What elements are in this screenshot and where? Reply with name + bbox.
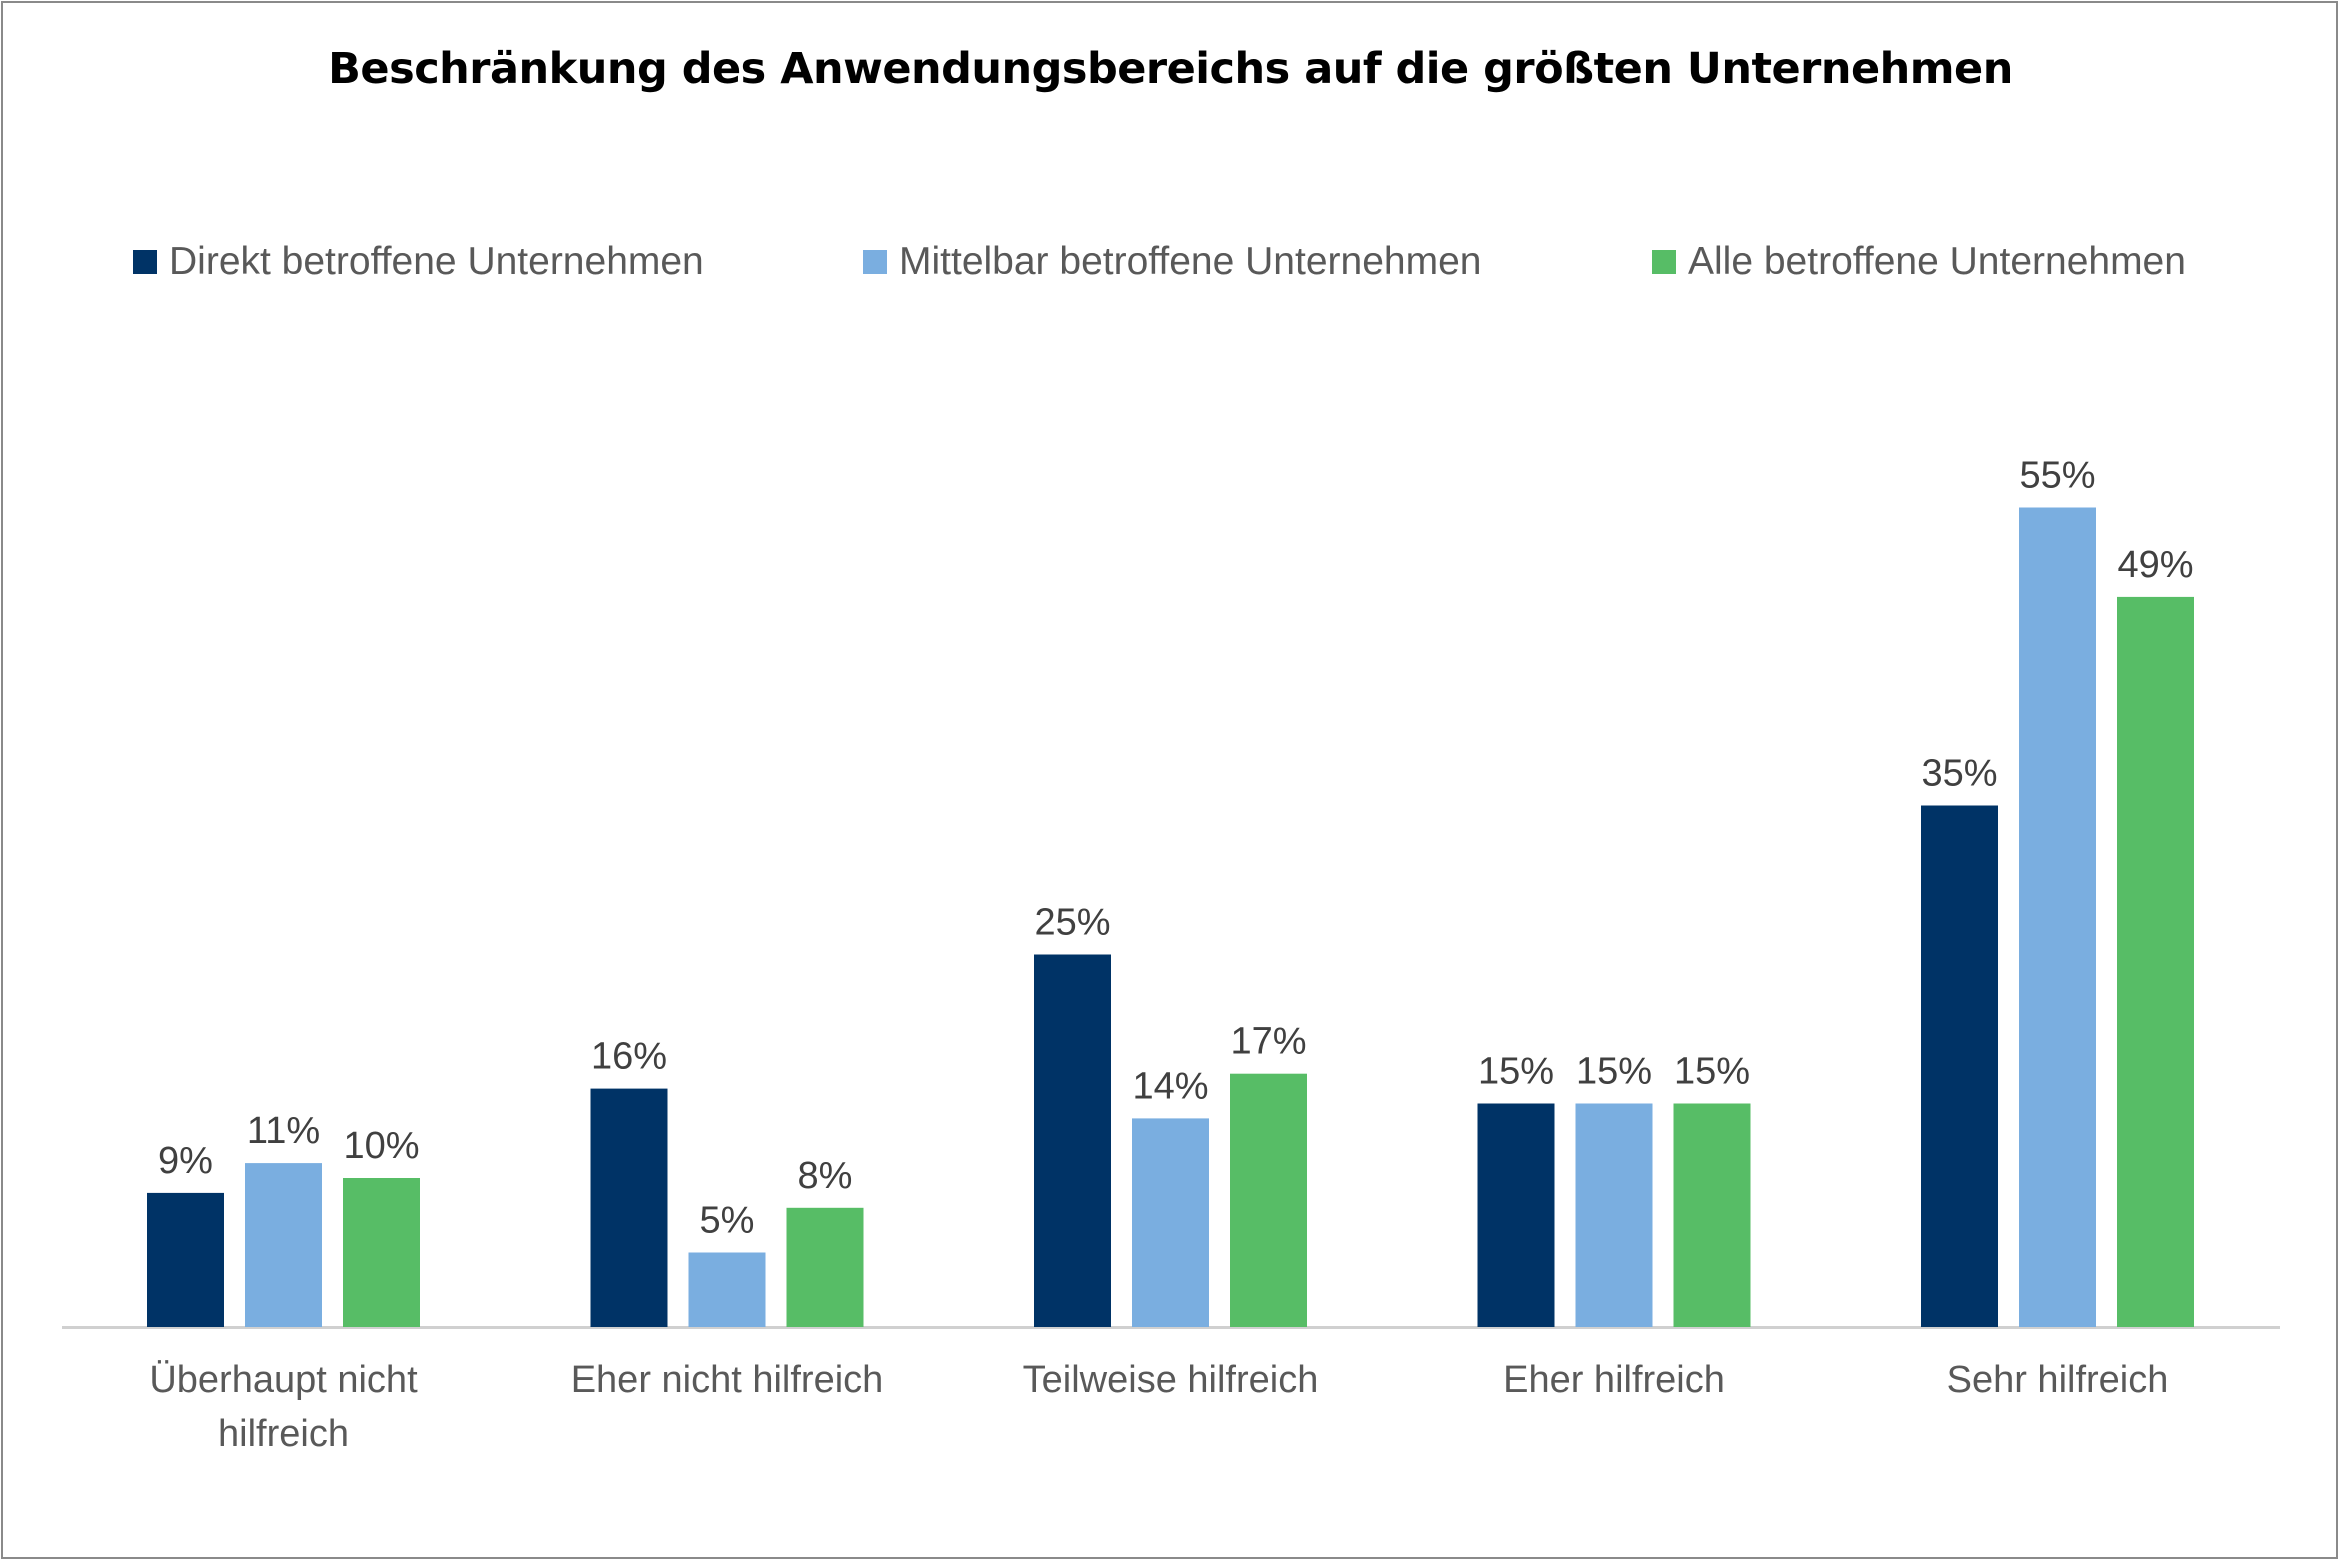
legend-item-mittelbar: Mittelbar betroffene Unternehmen (863, 240, 1481, 284)
data-label-alle-3: 15% (1674, 1051, 1750, 1093)
bar-direkt-4 (1921, 805, 1998, 1327)
legend: Direkt betroffene Unternehmen Mittelbar … (0, 240, 2341, 300)
data-label-alle-0: 10% (343, 1125, 419, 1167)
bar-alle-0 (343, 1178, 420, 1327)
data-label-mittelbar-4: 55% (2019, 455, 2095, 497)
chart-title: Beschränkung des Anwendungsbereichs auf … (328, 44, 2013, 94)
legend-label-direkt: Direkt betroffene Unternehmen (169, 240, 704, 283)
category-label-0-line-0: Überhaupt nicht (149, 1359, 418, 1401)
category-label-2: Teilweise hilfreich (1023, 1359, 1319, 1401)
bar-direkt-1 (590, 1088, 668, 1327)
category-label-4: Sehr hilfreich (1947, 1359, 2169, 1401)
bar-direkt-3 (1477, 1103, 1555, 1327)
bar-direkt-0 (147, 1192, 224, 1327)
data-label-direkt-3: 15% (1478, 1051, 1554, 1093)
data-label-mittelbar-3: 15% (1576, 1051, 1652, 1093)
data-label-direkt-4: 35% (1921, 753, 1997, 795)
legend-item-direkt: Direkt betroffene Unternehmen (133, 240, 704, 284)
legend-swatch-mittelbar (863, 250, 887, 274)
bar-mittelbar-1 (688, 1252, 766, 1327)
bar-mittelbar-3 (1575, 1103, 1653, 1327)
bar-alle-3 (1673, 1103, 1751, 1327)
data-label-direkt-2: 25% (1034, 902, 1110, 944)
legend-label-alle: Alle betroffene Unternehmen (1688, 240, 2186, 283)
bar-direkt-2 (1034, 954, 1111, 1327)
data-label-direkt-0: 9% (158, 1140, 213, 1182)
bar-alle-4 (2117, 596, 2194, 1327)
category-label-0-line-1: hilfreich (218, 1413, 349, 1455)
category-label-1: Eher nicht hilfreich (571, 1359, 884, 1401)
bar-mittelbar-0 (245, 1163, 322, 1327)
legend-label-mittelbar: Mittelbar betroffene Unternehmen (899, 240, 1482, 283)
bar-alle-2 (1230, 1073, 1307, 1327)
data-label-direkt-1: 16% (591, 1036, 667, 1078)
legend-swatch-alle (1652, 250, 1676, 274)
bar-mittelbar-2 (1132, 1118, 1209, 1327)
legend-swatch-direkt (133, 250, 157, 274)
data-label-alle-4: 49% (2117, 544, 2193, 586)
data-label-alle-1: 8% (798, 1155, 853, 1197)
data-label-mittelbar-1: 5% (700, 1200, 755, 1242)
category-label-3: Eher hilfreich (1503, 1359, 1725, 1401)
legend-item-alle: Alle betroffene Unternehmen (1652, 240, 2186, 284)
data-label-mittelbar-2: 14% (1132, 1065, 1208, 1107)
data-label-alle-2: 17% (1230, 1021, 1306, 1063)
data-label-mittelbar-0: 11% (247, 1110, 320, 1152)
bar-mittelbar-4 (2019, 507, 2096, 1327)
bar-alle-1 (786, 1207, 864, 1327)
